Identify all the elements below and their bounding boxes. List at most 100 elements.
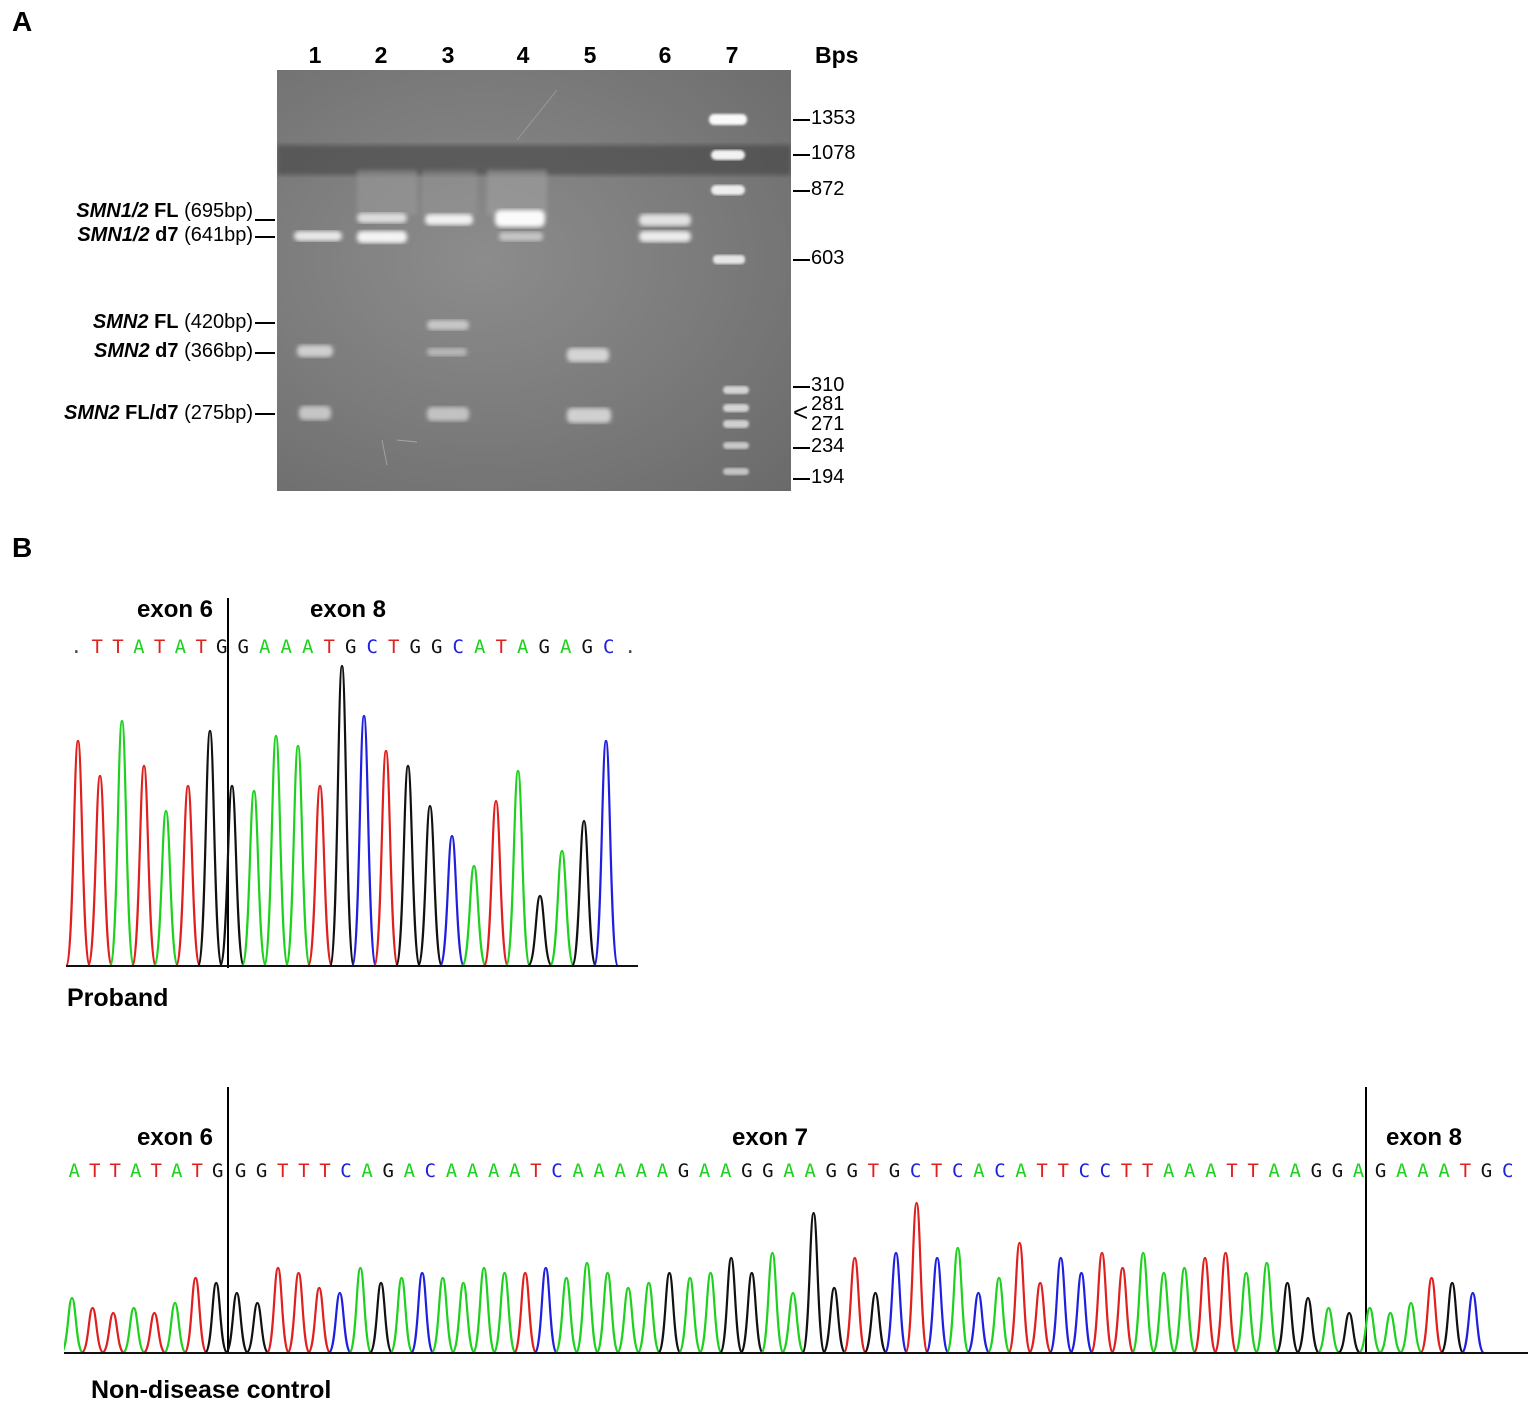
chromatogram-peak	[240, 789, 268, 968]
gel-bands	[277, 89, 791, 475]
base-letter: G	[538, 636, 550, 658]
ladder-size-label: 271	[811, 413, 845, 435]
proband-chromatogram	[66, 664, 638, 968]
chromatogram-peak	[1316, 1306, 1342, 1355]
band-label-tick	[255, 322, 275, 324]
ladder-tick	[793, 259, 810, 261]
base-letter: A	[68, 1160, 80, 1182]
lane-number: 4	[516, 42, 530, 68]
base-letter: G	[581, 636, 593, 658]
base-letter: A	[698, 1160, 711, 1182]
chromatogram-peak	[1192, 1256, 1218, 1355]
chromatogram-peak	[224, 1291, 250, 1355]
chromatogram-peak	[218, 784, 246, 968]
base-letter: G	[212, 1160, 224, 1182]
chromatogram-peak	[438, 834, 466, 968]
chromatogram-peak	[945, 1246, 971, 1355]
base-letter: A	[560, 636, 572, 658]
base-letter: .	[70, 636, 83, 658]
base-letter: A	[1396, 1160, 1408, 1182]
chromatogram-peak	[1089, 1251, 1115, 1355]
chromatogram-peak	[1254, 1261, 1280, 1355]
chromatogram-peak	[965, 1291, 991, 1355]
chromatogram-peak	[504, 769, 532, 968]
lane-number: 7	[725, 42, 739, 68]
panel-b-letter: B	[12, 532, 33, 563]
base-letter: G	[431, 636, 443, 658]
base-letter: T	[1036, 1160, 1048, 1182]
control-chromatogram	[64, 1201, 1528, 1355]
chromatogram-peak	[1439, 1281, 1465, 1355]
chromatogram-peak	[174, 784, 202, 968]
base-letter: T	[150, 1160, 162, 1182]
control-exon8-label: exon 8	[1386, 1124, 1463, 1151]
base-letter: G	[237, 636, 249, 658]
base-letter: A	[259, 636, 271, 658]
ladder-size-label: 194	[811, 466, 845, 488]
ladder-size-label: 1078	[811, 142, 856, 164]
chromatogram-peak	[1027, 1281, 1053, 1355]
base-letter: C	[1501, 1160, 1514, 1182]
base-letter: A	[517, 636, 529, 658]
control-label: Non-disease control	[91, 1376, 332, 1404]
base-letter: G	[1480, 1160, 1493, 1182]
base-letter: T	[495, 636, 507, 658]
base-letter: A	[174, 636, 187, 658]
chromatogram-peak	[759, 1251, 785, 1355]
base-letter: G	[846, 1160, 858, 1182]
base-letter: G	[234, 1160, 247, 1182]
base-letter: T	[1057, 1160, 1069, 1182]
chromatogram-peak	[636, 1281, 662, 1355]
chromatogram-peak	[306, 784, 334, 968]
chromatogram-peak	[203, 1281, 229, 1355]
control-junction-line-left	[227, 1087, 229, 1353]
base-letter: C	[424, 1160, 437, 1182]
base-letter: T	[195, 636, 207, 658]
chromatogram-peak	[347, 1266, 373, 1355]
chromatogram-peak	[1378, 1311, 1403, 1355]
base-letter: T	[112, 636, 124, 658]
chromatogram-peak	[1130, 1251, 1156, 1355]
chromatogram-peak	[512, 1271, 538, 1355]
lane-number: 5	[583, 42, 597, 68]
ladder-tick	[793, 478, 810, 480]
chromatogram-peak	[595, 1271, 621, 1355]
chromatogram-peak	[656, 1271, 682, 1355]
base-letter: G	[255, 1160, 268, 1182]
base-letter: A	[361, 1160, 373, 1182]
band-label-tick	[255, 352, 275, 354]
ladder-size-label: 234	[811, 435, 845, 457]
base-letter: T	[109, 1160, 121, 1182]
base-letter: C	[952, 1160, 964, 1182]
chromatogram-peak	[108, 719, 136, 968]
base-letter: A	[1268, 1160, 1280, 1182]
proband-exon8-label: exon 8	[310, 596, 387, 623]
chromatogram-peak	[244, 1301, 270, 1355]
chromatogram-peak	[526, 894, 554, 968]
ladder-size-label: 310	[811, 374, 845, 396]
base-letter: A	[1015, 1160, 1027, 1182]
base-letter: .	[624, 636, 636, 658]
ladder-size-label: 1353	[811, 107, 856, 129]
chromatogram-peak	[152, 809, 180, 968]
base-letter: A	[1205, 1160, 1217, 1182]
chromatogram-peak	[592, 739, 620, 968]
chromatogram-peak	[130, 764, 158, 968]
chromatogram-peak	[1419, 1276, 1445, 1355]
chromatogram-peak	[1171, 1266, 1197, 1355]
chromatogram-peak	[1048, 1256, 1074, 1355]
chromatogram-peak	[1337, 1311, 1362, 1355]
band-label-tick	[255, 219, 275, 221]
chromatogram-peak	[450, 1281, 476, 1355]
base-letter: C	[366, 636, 378, 658]
bps-header: Bps	[815, 42, 859, 68]
base-letter: G	[741, 1160, 753, 1182]
chromatogram-peak	[471, 1266, 497, 1355]
base-letter: T	[867, 1160, 880, 1182]
base-letter: A	[1417, 1160, 1429, 1182]
ladder-size-label: 281	[811, 393, 845, 415]
base-letter: A	[1438, 1160, 1450, 1182]
